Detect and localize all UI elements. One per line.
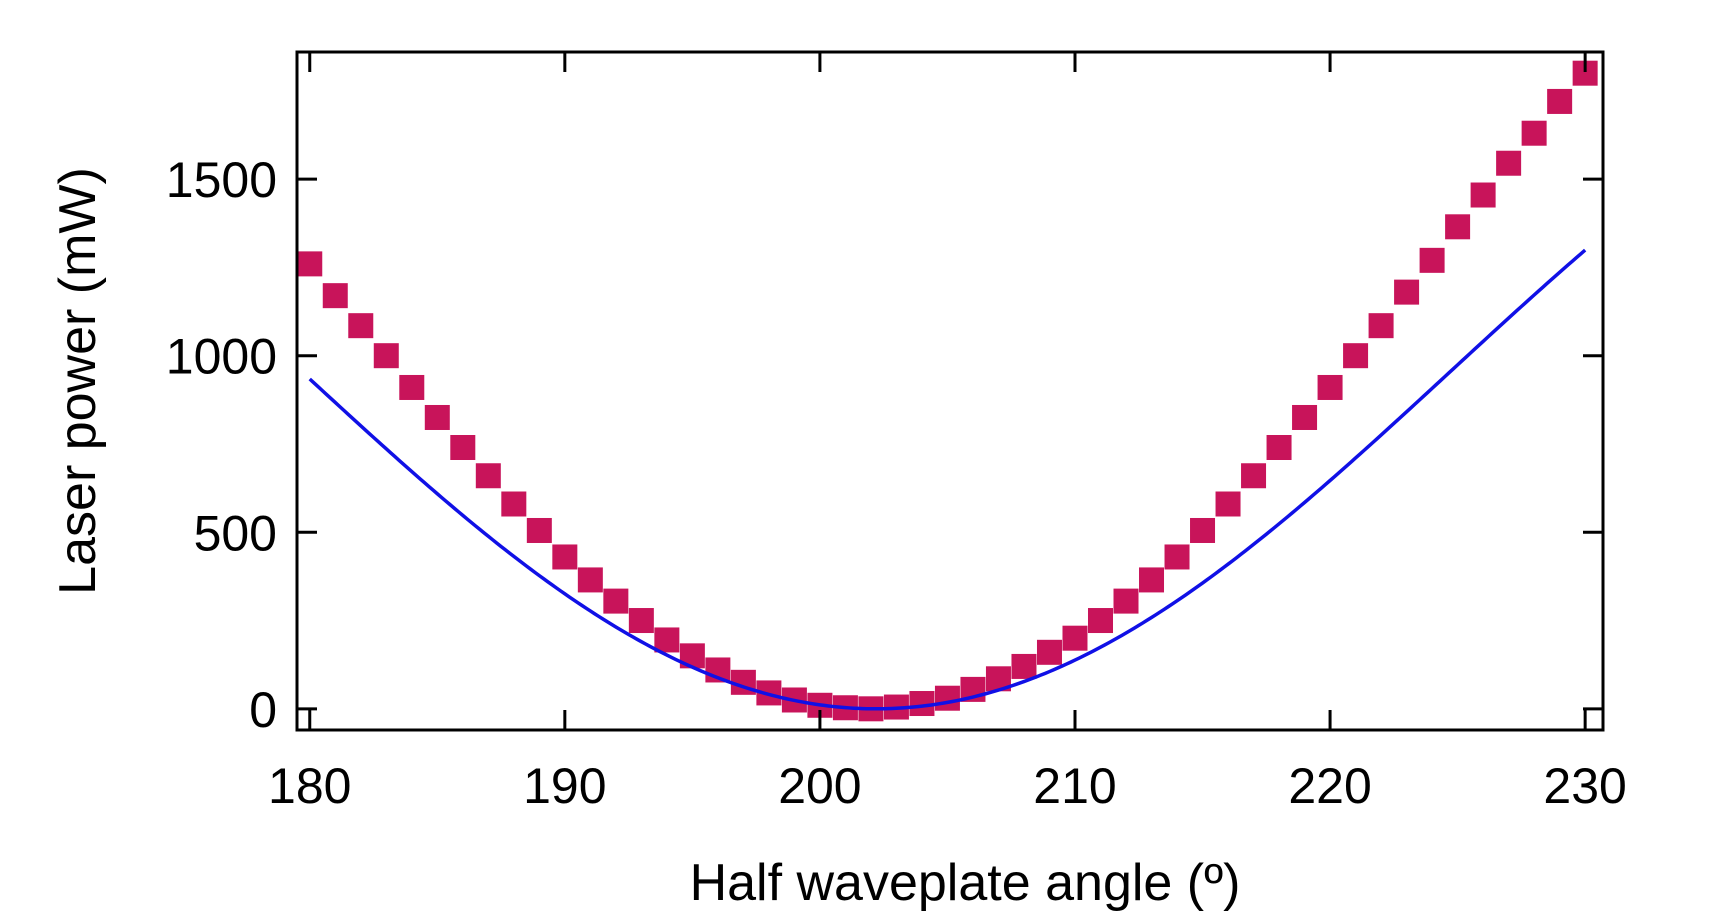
data-point <box>1521 120 1547 146</box>
data-point <box>1062 625 1088 651</box>
y-tick-label: 500 <box>194 505 277 561</box>
plot-frame <box>295 50 1605 732</box>
data-point <box>322 283 348 309</box>
data-point <box>1215 491 1241 517</box>
y-tick-label: 0 <box>249 682 277 738</box>
data-point <box>1317 374 1343 400</box>
data-point <box>475 463 501 489</box>
x-tick-label: 220 <box>1288 758 1371 814</box>
fit-curve-group <box>308 248 1587 711</box>
fit-curve <box>308 248 1587 711</box>
data-point <box>1394 279 1420 305</box>
data-point <box>1496 150 1522 176</box>
x-tick-label: 190 <box>523 758 606 814</box>
y-tick-label: 1000 <box>166 329 277 385</box>
y-tick-label: 1500 <box>166 152 277 208</box>
axis-ticks <box>297 52 1603 730</box>
x-tick-labels: 180 190 200 210 220 230 <box>268 758 1627 814</box>
data-point <box>501 491 527 517</box>
x-tick-label: 180 <box>268 758 351 814</box>
data-point <box>934 685 960 711</box>
data-point <box>348 313 374 339</box>
data-point <box>1113 588 1139 614</box>
data-point <box>1547 88 1573 114</box>
y-tick-labels: 0 500 1000 1500 <box>166 152 277 738</box>
data-point <box>526 517 552 543</box>
x-axis-title: Half waveplate angle (º) <box>690 854 1241 912</box>
data-point <box>603 588 629 614</box>
data-point <box>577 567 603 593</box>
data-point <box>552 544 578 570</box>
data-point <box>1139 567 1165 593</box>
data-point <box>450 435 476 460</box>
data-point <box>1343 343 1369 369</box>
data-point <box>399 374 425 400</box>
data-point <box>297 251 323 277</box>
data-point <box>424 404 450 430</box>
data-point <box>1087 608 1113 634</box>
data-point <box>1368 313 1394 339</box>
x-tick-label: 230 <box>1543 758 1626 814</box>
data-markers <box>297 60 1598 722</box>
data-point <box>1036 639 1062 665</box>
data-point <box>373 343 399 369</box>
data-point <box>1266 435 1292 460</box>
data-point <box>1445 214 1471 240</box>
data-point <box>1241 463 1267 489</box>
data-point <box>1164 544 1190 570</box>
x-tick-label: 200 <box>778 758 861 814</box>
x-tick-label: 210 <box>1033 758 1116 814</box>
data-point <box>1011 653 1037 679</box>
data-point <box>1190 517 1216 543</box>
y-axis-title: Laser power (mW) <box>49 167 107 595</box>
data-point <box>1292 404 1318 430</box>
data-point <box>1470 182 1496 208</box>
data-point <box>654 627 680 653</box>
data-point <box>628 608 654 634</box>
data-point <box>1419 247 1445 273</box>
